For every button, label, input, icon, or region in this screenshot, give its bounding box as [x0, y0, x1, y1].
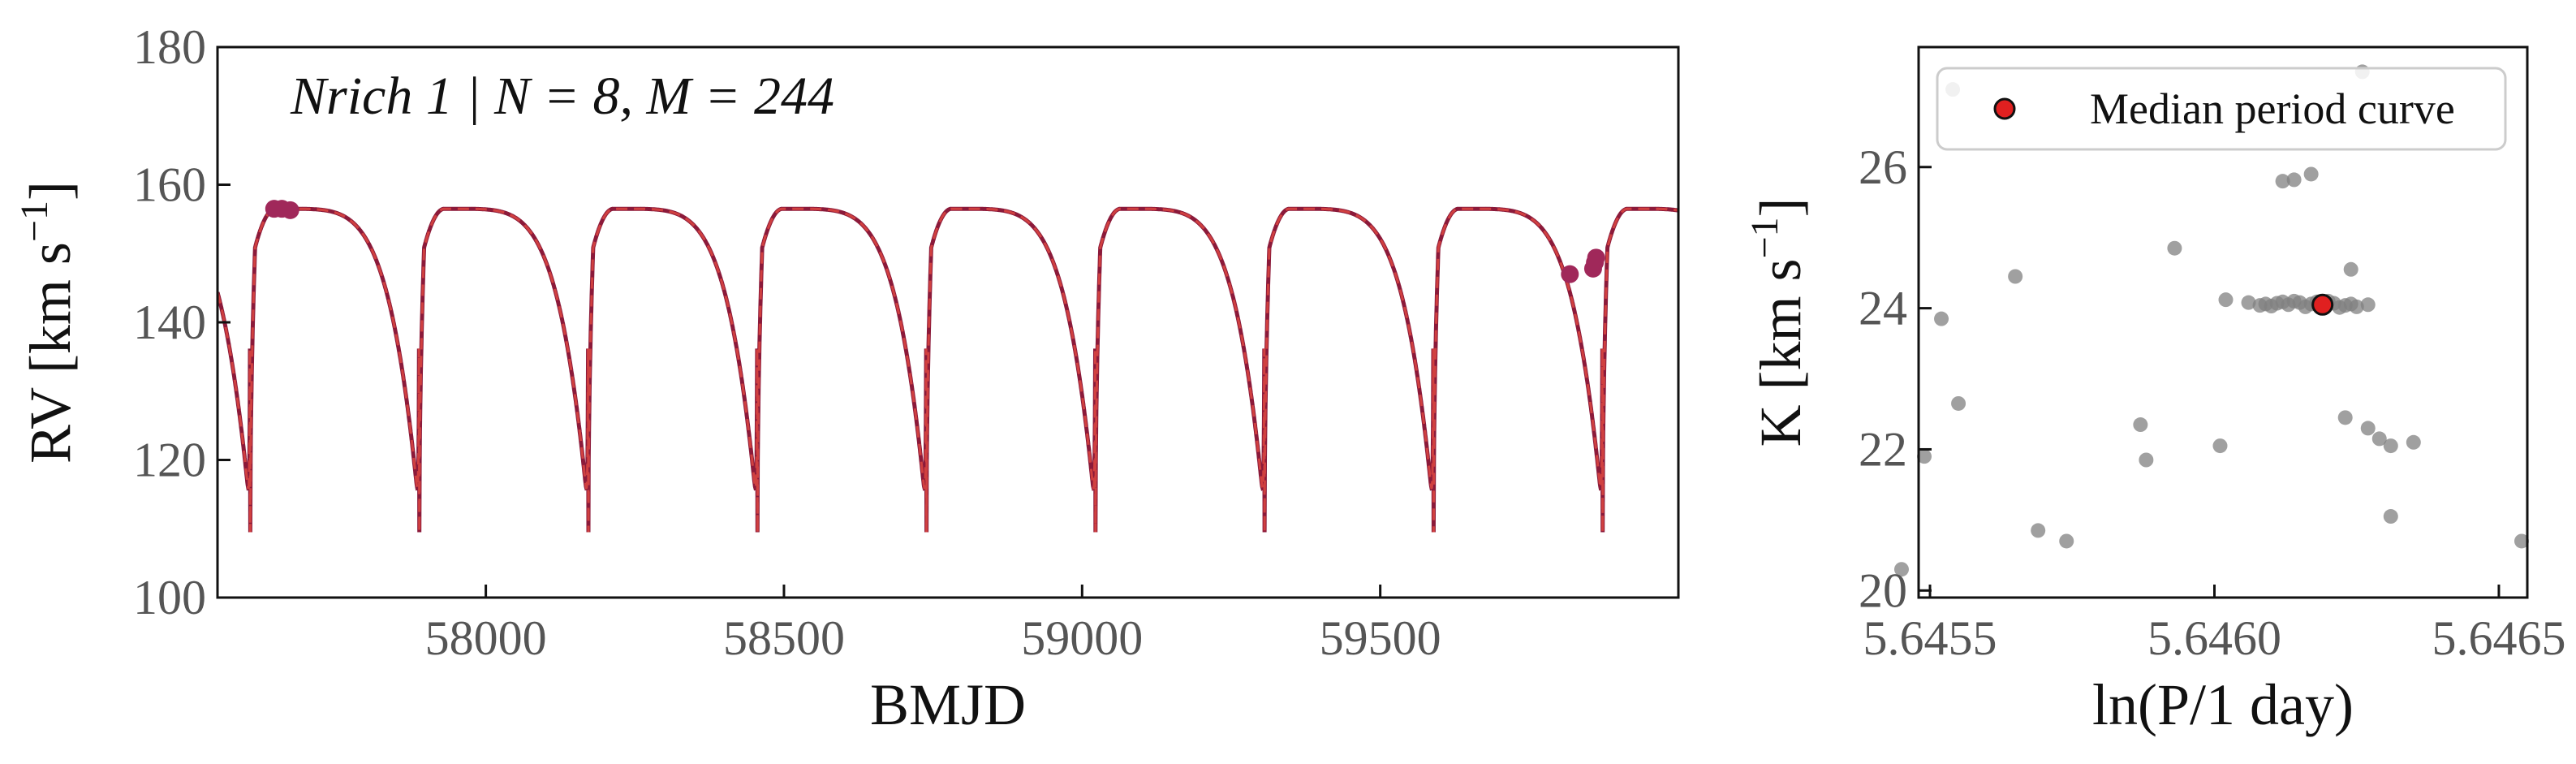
legend-marker — [1993, 97, 2016, 120]
right-y-label-sup: −1 — [1743, 217, 1786, 258]
y-tick-label: 180 — [133, 20, 206, 74]
k-period-panel: 5.6455 5.6460 5.6465 20 22 24 26 Median perio… — [1743, 45, 2565, 737]
sample-point — [2218, 292, 2234, 308]
sample-point — [2167, 240, 2182, 256]
sample-point — [2252, 298, 2268, 313]
left-plot-area — [218, 47, 1678, 598]
sample-point — [2059, 533, 2074, 549]
sample-point — [2343, 296, 2358, 312]
sample-point — [2264, 299, 2279, 314]
sample-point — [2360, 421, 2376, 436]
sample-point — [2275, 174, 2290, 189]
sample-point — [2383, 509, 2398, 524]
left-y-label-main: RV [km s — [18, 242, 83, 464]
right-y-axis-label: K [km s−1] — [1743, 197, 1813, 447]
left-y-label-sup: −1 — [13, 201, 56, 242]
right-x-ticks: 5.6455 5.6460 5.6465 — [1863, 585, 2565, 665]
sample-point — [1934, 311, 1949, 326]
left-y-ticks: 100 120 140 160 180 — [133, 20, 230, 624]
x-tick-label: 5.6465 — [2432, 611, 2565, 665]
rv-point — [1587, 248, 1605, 267]
right-y-ticks: 20 22 24 26 — [1859, 140, 1932, 617]
sample-point — [2371, 431, 2387, 447]
x-tick-label: 59000 — [1021, 611, 1143, 665]
sample-point — [1951, 395, 1966, 411]
sample-point — [2241, 295, 2256, 310]
y-tick-label: 20 — [1859, 563, 1907, 617]
rv-point — [1561, 265, 1579, 283]
left-x-ticks: 58000 58500 59000 59500 — [425, 585, 1441, 665]
right-y-label-close: ] — [1748, 197, 1813, 217]
sample-point — [2332, 300, 2347, 315]
sample-point — [2303, 166, 2319, 182]
panel-annotation: Nrich 1 | N = 8, M = 244 — [290, 67, 834, 126]
left-y-axis-label: RV [km s−1] — [13, 181, 83, 464]
sample-point — [2133, 417, 2148, 433]
sample-point — [2514, 533, 2529, 549]
rv-data-points — [265, 200, 1605, 283]
y-tick-label: 22 — [1859, 422, 1907, 476]
sample-point — [2298, 299, 2313, 314]
right-x-axis-label: ln(P/1 day) — [2092, 672, 2354, 737]
x-tick-label: 5.6460 — [2147, 611, 2281, 665]
orbit-curves — [218, 206, 1678, 533]
right-y-label-main: K [km s — [1748, 259, 1813, 447]
left-x-axis-label: BMJD — [870, 672, 1026, 737]
sample-point — [2286, 172, 2302, 188]
right-plot-frame — [1917, 45, 2529, 599]
sample-point — [2139, 452, 2154, 468]
sample-point — [2031, 523, 2046, 538]
y-tick-label: 26 — [1859, 140, 1907, 194]
left-y-label-close: ] — [18, 181, 83, 201]
legend-box — [1936, 67, 2507, 151]
y-tick-label: 140 — [133, 296, 206, 349]
rv-point — [281, 201, 299, 219]
rv-timeseries-panel: 58000 58500 59000 59500 100 120 140 160 180 Nri… — [13, 20, 1680, 737]
left-plot-frame — [216, 45, 1680, 599]
sample-point — [2360, 297, 2376, 313]
sample-point — [2406, 434, 2421, 450]
sample-point — [2343, 261, 2358, 277]
x-tick-label: 58500 — [723, 611, 845, 665]
median-point — [2311, 293, 2334, 316]
sample-point — [2008, 269, 2023, 284]
sample-point — [2286, 293, 2302, 309]
sample-point — [1917, 449, 1932, 464]
sample-point — [1893, 562, 1909, 577]
x-tick-label: 58000 — [425, 611, 547, 665]
sample-point — [2383, 438, 2398, 454]
y-tick-label: 120 — [133, 434, 206, 487]
x-tick-label: 59500 — [1320, 611, 1441, 665]
y-tick-label: 100 — [133, 571, 206, 624]
legend: Median period curve — [1936, 67, 2507, 151]
orbit-curve-dashed — [218, 207, 1678, 533]
y-tick-label: 160 — [133, 158, 206, 212]
y-tick-label: 24 — [1859, 282, 1907, 335]
sample-point — [2212, 438, 2228, 454]
legend-label: Median period curve — [2090, 84, 2455, 133]
sample-point — [2275, 294, 2290, 309]
sample-point — [2337, 410, 2353, 425]
x-tick-label: 5.6455 — [1863, 611, 1997, 665]
